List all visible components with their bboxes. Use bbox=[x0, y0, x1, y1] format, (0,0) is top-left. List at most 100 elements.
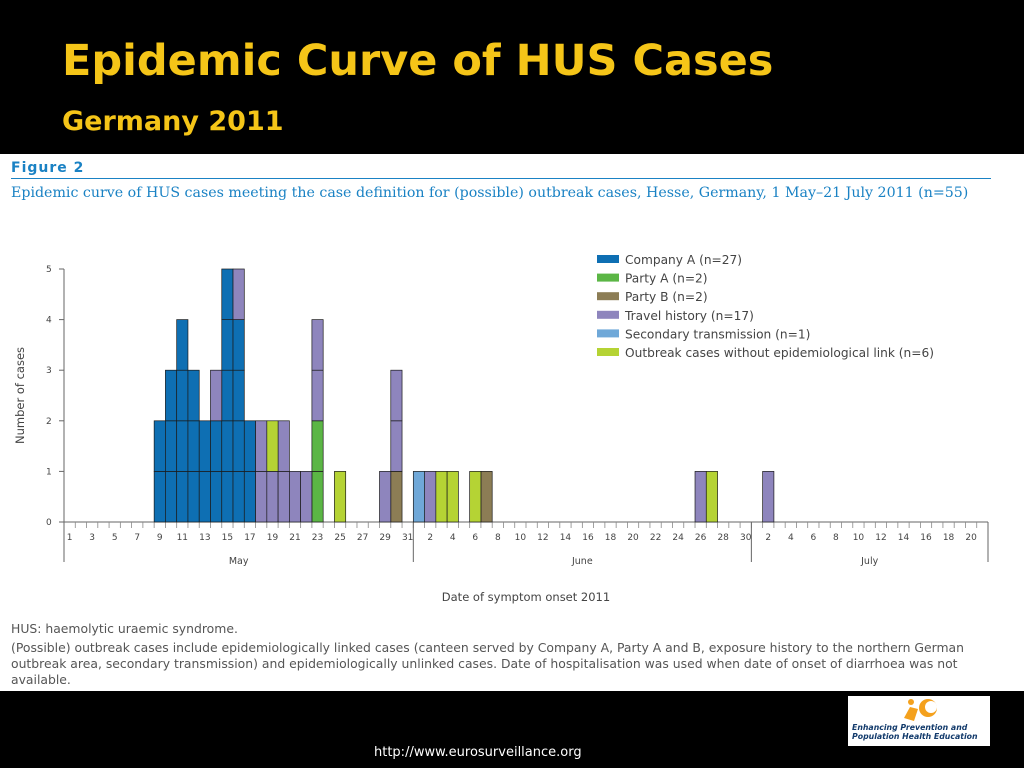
bar-segment bbox=[176, 471, 189, 523]
bar-segment bbox=[311, 319, 324, 371]
bar-segment bbox=[480, 471, 493, 523]
bar-segment bbox=[176, 369, 189, 422]
x-tick-label: 3 bbox=[89, 533, 95, 543]
logo-text: Enhancing Prevention and Population Heal… bbox=[852, 723, 978, 741]
legend-label: Company A (n=27) bbox=[625, 253, 742, 267]
legend-label: Secondary transmission (n=1) bbox=[625, 327, 810, 341]
bar-segment bbox=[210, 471, 223, 523]
y-tick-label: 4 bbox=[46, 316, 52, 326]
x-tick-label: 8 bbox=[495, 533, 501, 543]
bar-segment bbox=[311, 369, 324, 422]
bar-segment bbox=[311, 420, 324, 472]
bar-segment bbox=[232, 319, 245, 371]
x-tick-label: 6 bbox=[810, 533, 816, 543]
x-tick-label: 5 bbox=[112, 533, 118, 543]
bar-segment bbox=[469, 471, 482, 523]
x-tick-label: 18 bbox=[943, 533, 955, 543]
x-tick-label: 30 bbox=[740, 533, 752, 543]
footnote-definition: (Possible) outbreak cases include epidem… bbox=[11, 640, 964, 687]
legend-swatch bbox=[597, 348, 619, 356]
bar-segment bbox=[266, 420, 279, 472]
bar-segment bbox=[277, 420, 290, 472]
legend-label: Outbreak cases without epidemiological l… bbox=[625, 346, 934, 360]
bar-segment bbox=[153, 420, 166, 472]
bar-segment bbox=[300, 471, 313, 523]
x-tick-label: 2 bbox=[765, 533, 771, 543]
logo: Enhancing Prevention and Population Heal… bbox=[848, 696, 990, 746]
legend-label: Party B (n=2) bbox=[625, 290, 708, 304]
x-axis-label: Date of symptom onset 2011 bbox=[442, 590, 610, 604]
x-tick-label: 9 bbox=[157, 533, 163, 543]
x-tick-label: 10 bbox=[515, 533, 527, 543]
legend-swatch bbox=[597, 292, 619, 301]
x-tick-label: 24 bbox=[672, 533, 684, 543]
bar-segment bbox=[221, 369, 234, 422]
source-link[interactable]: http://www.eurosurveillance.org bbox=[374, 745, 582, 760]
logo-line-2: Population Health Education bbox=[852, 732, 978, 741]
bar-segment bbox=[187, 420, 200, 472]
bar-segment bbox=[165, 420, 178, 472]
x-tick-label: 4 bbox=[450, 533, 456, 543]
bar-segment bbox=[232, 369, 245, 422]
bar-segment bbox=[221, 471, 234, 523]
legend-label: Party A (n=2) bbox=[625, 272, 708, 286]
bar-segment bbox=[210, 420, 223, 472]
bar-segment bbox=[390, 369, 403, 422]
x-tick-label: 27 bbox=[357, 533, 368, 543]
slide-subtitle: Germany 2011 bbox=[62, 106, 284, 137]
x-tick-label: 31 bbox=[402, 533, 413, 543]
footnote-abbreviation: HUS: haemolytic uraemic syndrome. bbox=[11, 621, 238, 636]
bar-segment bbox=[390, 420, 403, 472]
x-tick-label: 16 bbox=[920, 533, 932, 543]
bar-segment bbox=[187, 369, 200, 422]
x-tick-label: 8 bbox=[833, 533, 839, 543]
month-label: May bbox=[229, 556, 249, 567]
x-tick-label: 6 bbox=[472, 533, 478, 543]
figure-caption: Epidemic curve of HUS cases meeting the … bbox=[11, 185, 969, 201]
logo-line-1: Enhancing Prevention and bbox=[852, 723, 968, 732]
x-tick-label: 13 bbox=[199, 533, 210, 543]
month-label: June bbox=[571, 556, 593, 567]
bar-segment bbox=[255, 420, 268, 472]
x-tick-label: 12 bbox=[875, 533, 886, 543]
bar-segment bbox=[198, 420, 211, 472]
x-tick-label: 20 bbox=[627, 533, 639, 543]
x-tick-label: 19 bbox=[267, 533, 279, 543]
bar-segment bbox=[311, 471, 324, 523]
x-tick-label: 21 bbox=[289, 533, 300, 543]
bar-segment bbox=[334, 471, 347, 523]
bar-segment bbox=[277, 471, 290, 523]
legend-swatch bbox=[597, 310, 619, 319]
bar-segment bbox=[705, 471, 718, 523]
x-tick-label: 4 bbox=[788, 533, 794, 543]
figure-sun-logo-icon bbox=[904, 699, 937, 721]
figure-label: Figure 2 bbox=[11, 160, 85, 176]
x-tick-label: 11 bbox=[177, 533, 188, 543]
y-tick-label: 0 bbox=[46, 518, 52, 528]
y-tick-label: 2 bbox=[46, 417, 52, 427]
bar-segment bbox=[187, 471, 200, 523]
bar-segment bbox=[165, 369, 178, 422]
bar-segment bbox=[255, 471, 268, 523]
bar-segment bbox=[176, 420, 189, 472]
x-tick-label: 22 bbox=[650, 533, 661, 543]
x-tick-label: 1 bbox=[67, 533, 73, 543]
bar-segment bbox=[153, 471, 166, 523]
x-tick-label: 26 bbox=[695, 533, 707, 543]
slide-title: Epidemic Curve of HUS Cases bbox=[62, 36, 774, 86]
bar-segment bbox=[266, 471, 279, 523]
x-tick-label: 18 bbox=[605, 533, 617, 543]
x-tick-label: 7 bbox=[134, 533, 140, 543]
bar-segment bbox=[412, 471, 425, 523]
bar-segment bbox=[424, 471, 437, 523]
x-tick-label: 10 bbox=[853, 533, 865, 543]
x-tick-label: 29 bbox=[379, 533, 391, 543]
x-tick-label: 15 bbox=[222, 533, 233, 543]
x-tick-label: 2 bbox=[427, 533, 433, 543]
bar-segment bbox=[243, 420, 256, 472]
legend-label: Travel history (n=17) bbox=[624, 309, 754, 323]
bar-segment bbox=[221, 268, 234, 320]
x-tick-label: 14 bbox=[898, 533, 910, 543]
x-tick-label: 23 bbox=[312, 533, 323, 543]
